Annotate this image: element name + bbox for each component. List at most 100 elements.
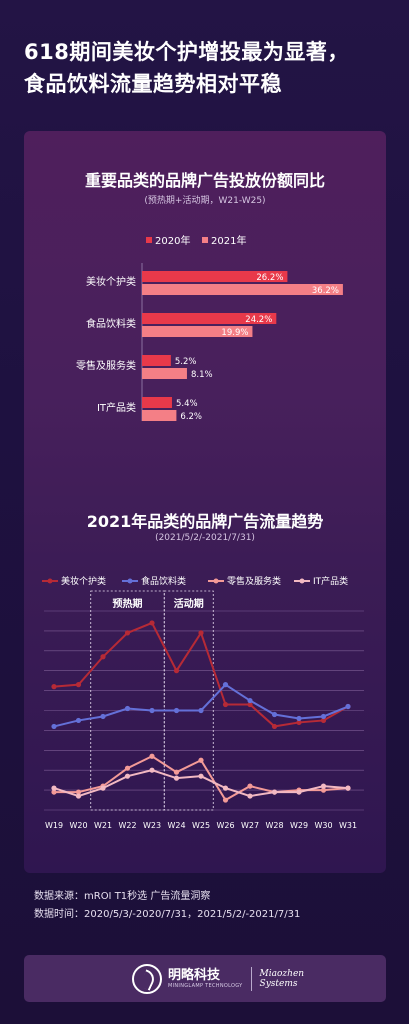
x-tick-label: W28 [265, 821, 283, 830]
data-point-零售及服务类 [124, 765, 131, 771]
bar-2020年-美妆个护类 [142, 271, 288, 282]
bar-value-label: 24.2% [245, 315, 272, 325]
data-point-零售及服务类 [75, 789, 82, 795]
bar-value-label: 36.2% [312, 286, 339, 296]
x-tick-label: W22 [118, 821, 136, 830]
data-point-美妆个护类 [198, 630, 204, 636]
partner-name-line1: Miaozhen [259, 968, 305, 979]
data-point-美妆个护类 [124, 630, 131, 636]
bar-2020年-IT产品类 [142, 397, 172, 408]
bar-2020年-食品饮料类 [142, 313, 277, 324]
legend-marker-零售及服务类 [213, 578, 219, 584]
data-point-IT产品类 [345, 785, 351, 791]
legend-label-零售及服务类: 零售及服务类 [227, 575, 281, 587]
data-point-零售及服务类 [247, 783, 253, 789]
data-point-IT产品类 [320, 783, 327, 789]
data-point-IT产品类 [222, 785, 229, 791]
brand-lockup: 明略科技 MININGLAMP TECHNOLOGY Miaozhen Syst… [132, 961, 304, 996]
data-point-食品饮料类 [198, 707, 204, 714]
data-point-IT产品类 [149, 767, 155, 773]
data-point-食品饮料类 [247, 697, 253, 704]
data-point-IT产品类 [271, 789, 278, 795]
legend-marker-IT产品类 [299, 578, 305, 584]
legend-swatch-2021年 [202, 237, 208, 243]
data-point-美妆个护类 [149, 620, 155, 626]
data-point-美妆个护类 [100, 654, 106, 660]
x-tick-label: W29 [290, 821, 308, 830]
bar-chart-subtitle: (预热期+活动期，W21-W25) [144, 196, 266, 206]
data-point-零售及服务类 [149, 753, 155, 759]
brand-divider [250, 966, 252, 991]
data-point-食品饮料类 [345, 703, 351, 710]
data-point-美妆个护类 [271, 723, 278, 730]
data-point-零售及服务类 [222, 797, 229, 803]
data-point-IT产品类 [198, 773, 204, 779]
legend-label-IT产品类: IT产品类 [313, 575, 348, 587]
data-point-IT产品类 [247, 793, 253, 799]
x-tick-label: W26 [216, 821, 234, 830]
data-point-食品饮料类 [173, 707, 180, 714]
data-point-IT产品类 [173, 775, 180, 781]
data-point-美妆个护类 [320, 717, 327, 724]
x-tick-label: W19 [45, 821, 63, 830]
brand-name-block: 明略科技 MININGLAMP TECHNOLOGY [168, 967, 243, 989]
period-label: 预热期 [113, 597, 143, 610]
data-point-食品饮料类 [51, 723, 57, 730]
period-box-活动期 [163, 590, 214, 811]
bar-value-label: 26.2% [256, 273, 283, 283]
data-point-食品饮料类 [320, 713, 327, 720]
partner-name-block: Miaozhen Systems [260, 969, 305, 989]
category-label: 食品饮料类 [86, 317, 136, 330]
report-card: 重要品类的品牌广告投放份额同比 (预热期+活动期，W21-W25) 2020年 2… [24, 131, 386, 873]
mininglamp-logo-icon [132, 963, 162, 994]
x-tick-label: W23 [143, 821, 161, 830]
bar-value-label: 5.2% [175, 357, 197, 367]
bar-2021年-IT产品类 [142, 410, 177, 421]
x-tick-label: W27 [241, 821, 259, 830]
bar-2020年-零售及服务类 [142, 355, 171, 366]
legend-label-美妆个护类: 美妆个护类 [61, 575, 106, 587]
line-chart-title: 2021年品类的品牌广告流量趋势 [86, 512, 324, 531]
page-headline: 618期间美妆个护增投最为显著， 食品饮料流量趋势相对平稳 [24, 36, 394, 100]
category-label: IT产品类 [97, 401, 136, 414]
brand-name-cn: 明略科技 [168, 967, 221, 983]
data-point-零售及服务类 [198, 757, 204, 763]
data-point-食品饮料类 [222, 682, 229, 688]
data-point-食品饮料类 [100, 713, 106, 720]
data-point-美妆个护类 [247, 701, 253, 708]
legend-marker-美妆个护类 [47, 578, 53, 584]
bar-2021年-零售及服务类 [142, 368, 187, 379]
data-point-IT产品类 [296, 789, 302, 795]
x-tick-label: W31 [339, 821, 357, 830]
x-tick-label: W30 [314, 821, 332, 830]
data-point-食品饮料类 [124, 705, 131, 712]
headline-line-1: 618期间美妆个护增投最为显著， [24, 40, 349, 64]
data-point-美妆个护类 [51, 684, 57, 690]
data-period-note: 数据时间：2020/5/3/-2020/7/31，2021/5/2/-2021/… [34, 909, 301, 920]
bar-2021年-食品饮料类 [142, 326, 253, 337]
data-point-IT产品类 [51, 785, 57, 791]
data-point-零售及服务类 [173, 769, 180, 775]
data-point-食品饮料类 [149, 707, 155, 714]
brand-name-en: MININGLAMP TECHNOLOGY [168, 982, 243, 989]
legend-marker-食品饮料类 [127, 578, 133, 584]
data-point-IT产品类 [75, 793, 82, 799]
legend-swatch-2020年 [146, 237, 152, 243]
bar-2021年-美妆个护类 [142, 284, 343, 295]
partner-name-line2: Systems [259, 978, 298, 989]
bar-chart-title: 重要品类的品牌广告投放份额同比 [84, 171, 325, 190]
data-source-note: 数据来源：mROI T1秒选 广告流量洞察 [34, 891, 211, 902]
period-label: 活动期 [174, 597, 204, 610]
x-tick-label: W20 [69, 821, 87, 830]
data-point-美妆个护类 [173, 668, 180, 674]
x-tick-label: W21 [94, 821, 112, 830]
data-point-食品饮料类 [75, 717, 82, 724]
headline-line-2: 食品饮料流量趋势相对平稳 [24, 72, 282, 96]
data-point-零售及服务类 [320, 787, 327, 793]
data-point-食品饮料类 [271, 711, 278, 718]
data-point-美妆个护类 [296, 719, 302, 726]
category-label: 美妆个护类 [86, 275, 136, 288]
brand-bar: 明略科技 MININGLAMP TECHNOLOGY Miaozhen Syst… [24, 955, 386, 1002]
